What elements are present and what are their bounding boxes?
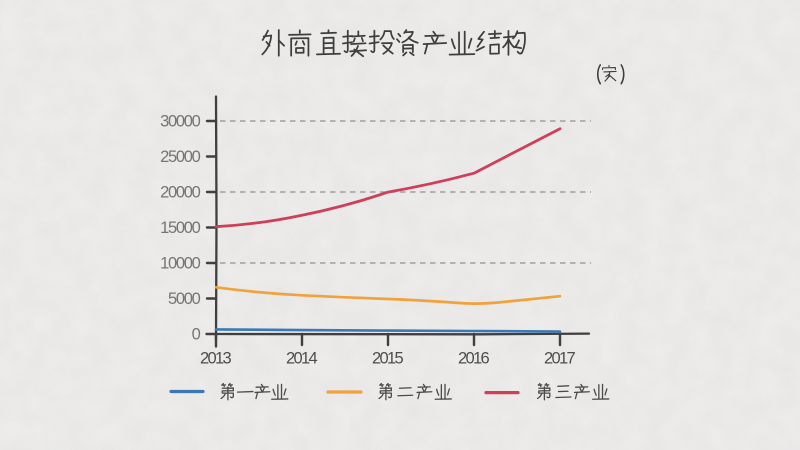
svg-text:20000: 20000 <box>160 184 201 202</box>
svg-text:2014: 2014 <box>286 350 317 368</box>
svg-text:2016: 2016 <box>458 350 489 368</box>
svg-text:2015: 2015 <box>372 350 403 368</box>
svg-text:25000: 25000 <box>160 148 201 166</box>
svg-text:0: 0 <box>192 326 201 344</box>
svg-text:5000: 5000 <box>168 290 201 308</box>
svg-text:15000: 15000 <box>160 219 201 237</box>
svg-text:2017: 2017 <box>544 350 575 368</box>
svg-text:30000: 30000 <box>160 113 201 131</box>
svg-text:10000: 10000 <box>160 255 201 273</box>
svg-text:2013: 2013 <box>200 350 231 368</box>
